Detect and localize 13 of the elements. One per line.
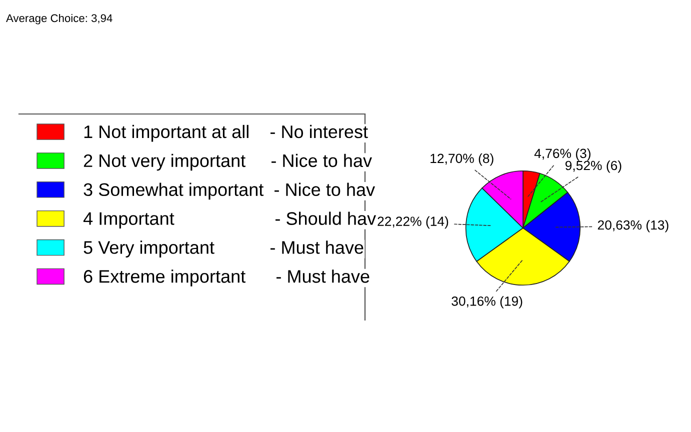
legend-label: 3 Somewhat important - Nice to hav — [84, 182, 376, 200]
data-label: 12,70% (8) — [430, 153, 494, 166]
legend-label: 4 Important - Should hav — [83, 212, 376, 229]
legend-label: 6 Extreme important - Must have — [84, 270, 370, 286]
chart-title: Average Choice: 3,94 — [6, 14, 112, 24]
legend-label: 2 Not very important - Nice to hav — [84, 154, 372, 171]
legend-label: 5 Very important - Must have — [84, 240, 364, 258]
data-label: 30,16% (19) — [452, 296, 522, 308]
data-label: 20,63% (13) — [598, 220, 668, 232]
data-label: 22,22% (14) — [378, 216, 448, 229]
data-label: 9,52% (6) — [565, 160, 622, 173]
data-label: 4,76% (3) — [534, 148, 590, 161]
legend-label: 1 Not important at all - No interest — [84, 124, 368, 142]
